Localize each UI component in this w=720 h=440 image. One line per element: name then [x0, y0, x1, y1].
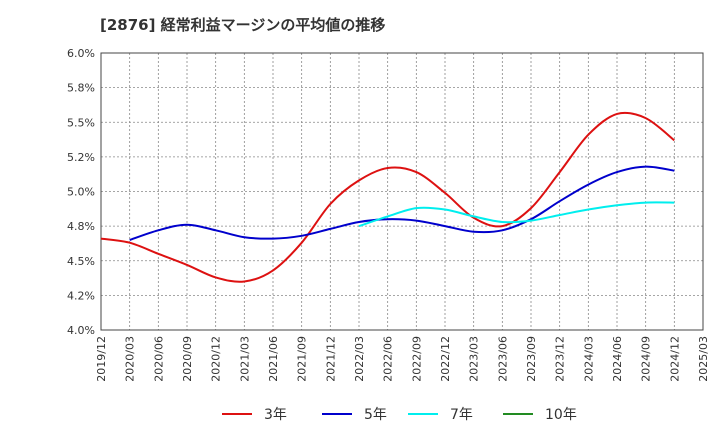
- legend: 3年 5年 7年 10年: [222, 407, 577, 423]
- x-tick-label: 2020/12: [210, 336, 223, 382]
- x-tick-label: 2021/09: [296, 336, 309, 382]
- plot-area: [100, 52, 704, 331]
- legend-label: 5年: [364, 407, 387, 423]
- x-tick-label: 2020/03: [124, 336, 137, 382]
- x-tick-label: 2021/06: [267, 336, 280, 382]
- x-tick-label: 2021/12: [324, 336, 337, 382]
- x-tick-label: 2024/12: [668, 336, 681, 382]
- series-line: [100, 111, 675, 283]
- y-axis-ticks: 6.0% 5.8% 5.5% 5.2% 5.0% 4.8% 4.5% 4.2% 4.0%: [67, 47, 95, 337]
- x-tick-label: 2019/12: [95, 336, 108, 382]
- x-tick-label: 2022/03: [353, 336, 366, 382]
- y-tick-label: 4.8%: [67, 220, 95, 233]
- x-tick-label: 2024/06: [611, 336, 624, 382]
- x-tick-label: 2024/09: [640, 336, 653, 382]
- y-tick-label: 5.8%: [67, 82, 95, 95]
- legend-label: 3年: [264, 407, 287, 423]
- grid: [101, 53, 703, 330]
- y-tick-label: 4.2%: [67, 289, 95, 302]
- x-tick-label: 2023/12: [554, 336, 567, 382]
- x-tick-label: 2022/12: [439, 336, 452, 382]
- y-tick-label: 4.0%: [67, 324, 95, 337]
- series-line: [129, 165, 675, 241]
- x-tick-label: 2020/09: [181, 336, 194, 382]
- y-tick-label: 4.5%: [67, 255, 95, 268]
- y-tick-label: 6.0%: [67, 47, 95, 60]
- x-tick-label: 2021/03: [238, 336, 251, 382]
- series-lines: [100, 111, 675, 283]
- x-tick-label: 2025/03: [697, 336, 710, 382]
- y-tick-label: 5.2%: [67, 151, 95, 164]
- x-tick-label: 2024/03: [582, 336, 595, 382]
- y-tick-label: 5.5%: [67, 116, 95, 129]
- x-tick-label: 2023/09: [525, 336, 538, 382]
- legend-label: 7年: [450, 407, 473, 423]
- chart-title: [2876] 経常利益マージンの平均値の推移: [100, 16, 386, 34]
- x-tick-label: 2022/09: [410, 336, 423, 382]
- legend-label: 10年: [545, 407, 577, 423]
- x-tick-label: 2022/06: [382, 336, 395, 382]
- x-tick-label: 2023/06: [496, 336, 509, 382]
- x-axis-ticks: 2019/12 2020/03 2020/06 2020/09 2020/12 2021/…: [95, 336, 710, 382]
- x-tick-label: 2023/03: [468, 336, 481, 382]
- x-tick-label: 2020/06: [152, 336, 165, 382]
- series-line: [358, 201, 675, 228]
- y-tick-label: 5.0%: [67, 186, 95, 199]
